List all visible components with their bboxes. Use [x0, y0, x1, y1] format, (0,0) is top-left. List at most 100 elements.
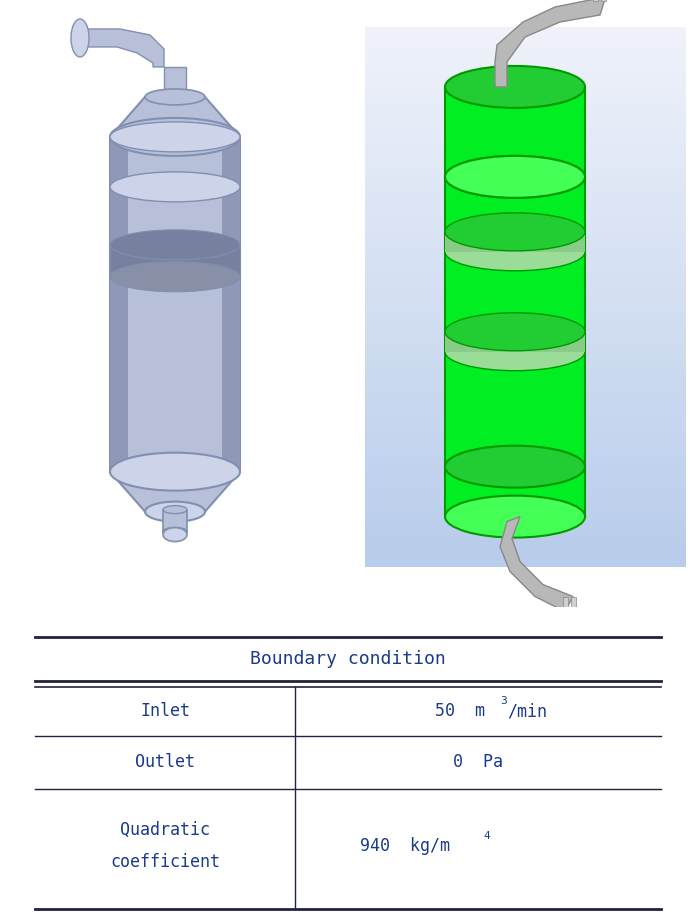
Bar [365, 261, 686, 270]
Ellipse shape [163, 505, 187, 514]
Text: 50  m: 50 m [435, 702, 485, 720]
Bar [365, 441, 686, 449]
Text: Outlet: Outlet [135, 754, 195, 771]
Text: Boundary condition: Boundary condition [250, 650, 446, 667]
Ellipse shape [110, 453, 240, 491]
Bar [365, 278, 686, 288]
Bar [365, 315, 686, 323]
Bar [365, 126, 686, 135]
Bar [365, 423, 686, 432]
Bar [365, 351, 686, 359]
FancyBboxPatch shape [445, 176, 585, 467]
Bar [365, 549, 686, 558]
Bar [365, 539, 686, 549]
FancyBboxPatch shape [163, 510, 187, 531]
Bar [365, 99, 686, 108]
Bar [445, 332, 585, 352]
FancyBboxPatch shape [110, 137, 128, 471]
Bar [365, 485, 686, 494]
Bar [365, 153, 686, 162]
Bar [365, 252, 686, 261]
Bar [365, 396, 686, 404]
Bar [445, 232, 585, 252]
Ellipse shape [445, 66, 585, 108]
Bar [365, 477, 686, 485]
Bar [365, 378, 686, 387]
Ellipse shape [110, 230, 240, 260]
Bar [571, 596, 576, 615]
Ellipse shape [445, 156, 585, 198]
Ellipse shape [445, 495, 585, 538]
Ellipse shape [445, 312, 585, 351]
Bar [365, 135, 686, 144]
Bar [365, 216, 686, 225]
Bar [365, 189, 686, 198]
Bar [365, 387, 686, 396]
Bar [365, 243, 686, 252]
Bar [365, 225, 686, 233]
Text: 3: 3 [500, 697, 507, 706]
Bar [365, 449, 686, 459]
Bar [365, 72, 686, 81]
Bar [365, 90, 686, 99]
Text: 0  Pa: 0 Pa [453, 754, 503, 771]
Bar [365, 359, 686, 369]
Bar [110, 244, 240, 277]
Bar [365, 306, 686, 315]
Ellipse shape [110, 122, 240, 152]
Bar [365, 81, 686, 90]
FancyBboxPatch shape [445, 467, 585, 516]
Bar [365, 233, 686, 243]
Bar [365, 171, 686, 180]
Bar [365, 180, 686, 189]
Text: Quadratic: Quadratic [120, 822, 210, 839]
Bar [365, 45, 686, 54]
Bar [365, 27, 686, 36]
Bar [365, 144, 686, 153]
Bar [365, 522, 686, 530]
Bar [164, 67, 186, 96]
Ellipse shape [145, 502, 205, 522]
Bar [365, 198, 686, 207]
Bar [365, 530, 686, 539]
Bar [365, 54, 686, 63]
Bar [365, 404, 686, 414]
Bar [365, 468, 686, 477]
Ellipse shape [110, 262, 240, 291]
Bar [365, 288, 686, 297]
Ellipse shape [445, 233, 585, 271]
Polygon shape [110, 96, 240, 137]
Polygon shape [500, 516, 573, 611]
Bar [365, 162, 686, 171]
Text: 4: 4 [483, 832, 490, 842]
Bar [601, 0, 606, 1]
Ellipse shape [445, 333, 585, 370]
Bar [365, 432, 686, 441]
Bar [365, 414, 686, 423]
Bar [365, 207, 686, 216]
Ellipse shape [163, 528, 187, 541]
FancyBboxPatch shape [222, 137, 240, 471]
Bar [365, 369, 686, 378]
Bar [365, 270, 686, 278]
Text: /min: /min [507, 702, 547, 720]
Bar [365, 63, 686, 72]
Ellipse shape [110, 172, 240, 202]
Bar [365, 513, 686, 522]
Text: Inlet: Inlet [140, 702, 190, 720]
Ellipse shape [145, 89, 205, 105]
Text: coefficient: coefficient [110, 854, 220, 871]
Polygon shape [80, 29, 164, 67]
Bar [593, 0, 598, 1]
Bar [365, 459, 686, 468]
Polygon shape [110, 471, 240, 512]
Bar [365, 297, 686, 306]
Bar [365, 333, 686, 342]
Ellipse shape [445, 446, 585, 488]
Ellipse shape [445, 156, 585, 198]
Bar [365, 504, 686, 513]
Bar [365, 558, 686, 567]
Bar [365, 494, 686, 504]
FancyBboxPatch shape [445, 87, 585, 176]
Bar [563, 596, 568, 615]
